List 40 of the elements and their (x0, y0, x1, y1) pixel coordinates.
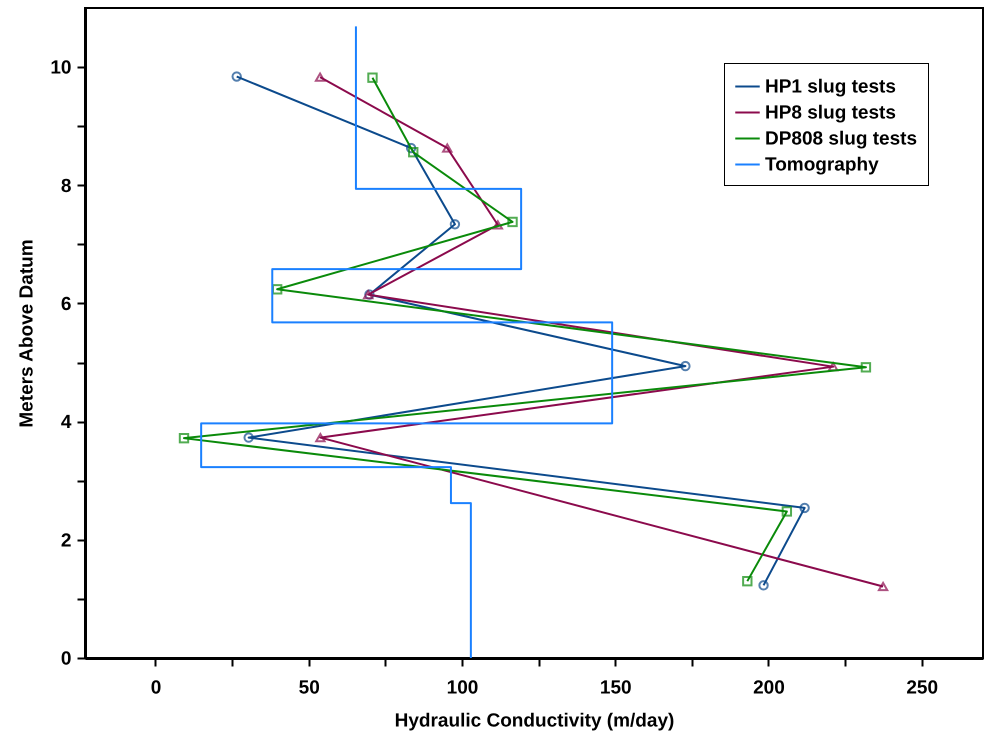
line-series (200, 25, 614, 658)
point (799, 502, 810, 514)
point (828, 362, 838, 372)
y-tick-label: 0 (60, 648, 72, 670)
point (492, 220, 504, 230)
point (680, 360, 691, 372)
y-tick-label: 8 (60, 176, 72, 197)
y-tick-label: 2 (60, 530, 72, 552)
x-tick-label: 50 (298, 678, 320, 698)
point (408, 147, 418, 158)
x-tick-label: 250 (906, 678, 938, 698)
point (442, 143, 452, 153)
legend-label: HP1 slug tests (765, 76, 896, 98)
point (315, 432, 326, 442)
point (406, 142, 416, 154)
point (232, 71, 242, 82)
legend-label: DP808 slug tests (765, 128, 918, 150)
legend-label: HP8 slug tests (765, 102, 896, 124)
y-tick-label: 4 (60, 412, 72, 434)
point (272, 284, 282, 294)
y-tick-label: 6 (60, 294, 72, 315)
x-tick-label: 200 (753, 678, 785, 698)
point (742, 576, 752, 586)
legend-label: Tomography (765, 154, 880, 176)
point (367, 72, 378, 83)
point (178, 433, 190, 444)
y-tick-label: 10 (50, 58, 72, 79)
point (860, 362, 872, 372)
point (243, 432, 254, 443)
point (758, 580, 769, 590)
x-tick-label: 100 (446, 678, 478, 698)
x-tick-label: 150 (600, 678, 632, 698)
point (878, 582, 888, 592)
point (782, 506, 792, 517)
point (507, 216, 518, 228)
x-tick-label: 0 (150, 678, 162, 698)
y-axis-title: Meters Above Datum (16, 239, 38, 428)
point (314, 72, 326, 82)
point (450, 219, 460, 230)
x-axis-title: Hydraulic Conductivity (m/day) (394, 710, 674, 732)
